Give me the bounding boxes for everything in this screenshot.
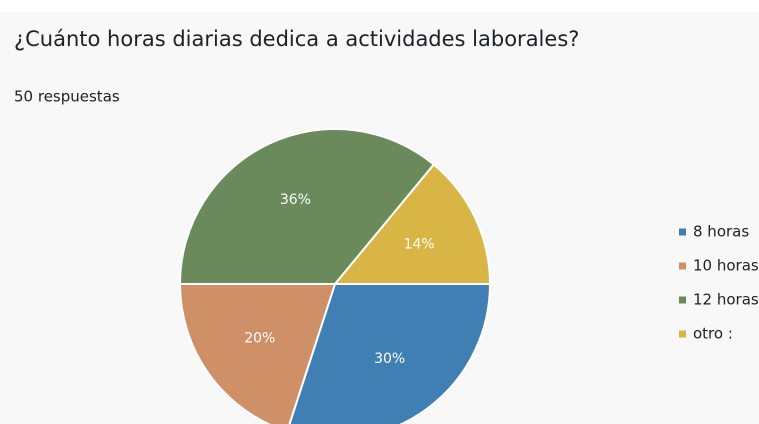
legend-label: 8 horas [693, 223, 749, 241]
legend-swatch [679, 228, 686, 236]
chart-title: ¿Cuánto horas diarias dedica a actividad… [14, 27, 579, 51]
legend-label: otro : [693, 325, 733, 343]
slice-label: 30% [374, 351, 405, 367]
pie-slice [178, 128, 436, 285]
legend-label: 12 horas [693, 291, 759, 309]
slice-label: 36% [280, 192, 311, 208]
pie-slice [288, 283, 492, 424]
chart-subtitle: 50 respuestas [14, 88, 120, 106]
pie-slice [332, 163, 492, 285]
slice-label: 14% [404, 236, 435, 252]
slice-label: 20% [244, 331, 275, 347]
legend-label: 10 horas [693, 257, 759, 275]
legend-swatch [679, 296, 686, 304]
legend-swatch [679, 262, 686, 270]
legend-swatch [679, 330, 686, 338]
pie-slice [178, 283, 337, 424]
